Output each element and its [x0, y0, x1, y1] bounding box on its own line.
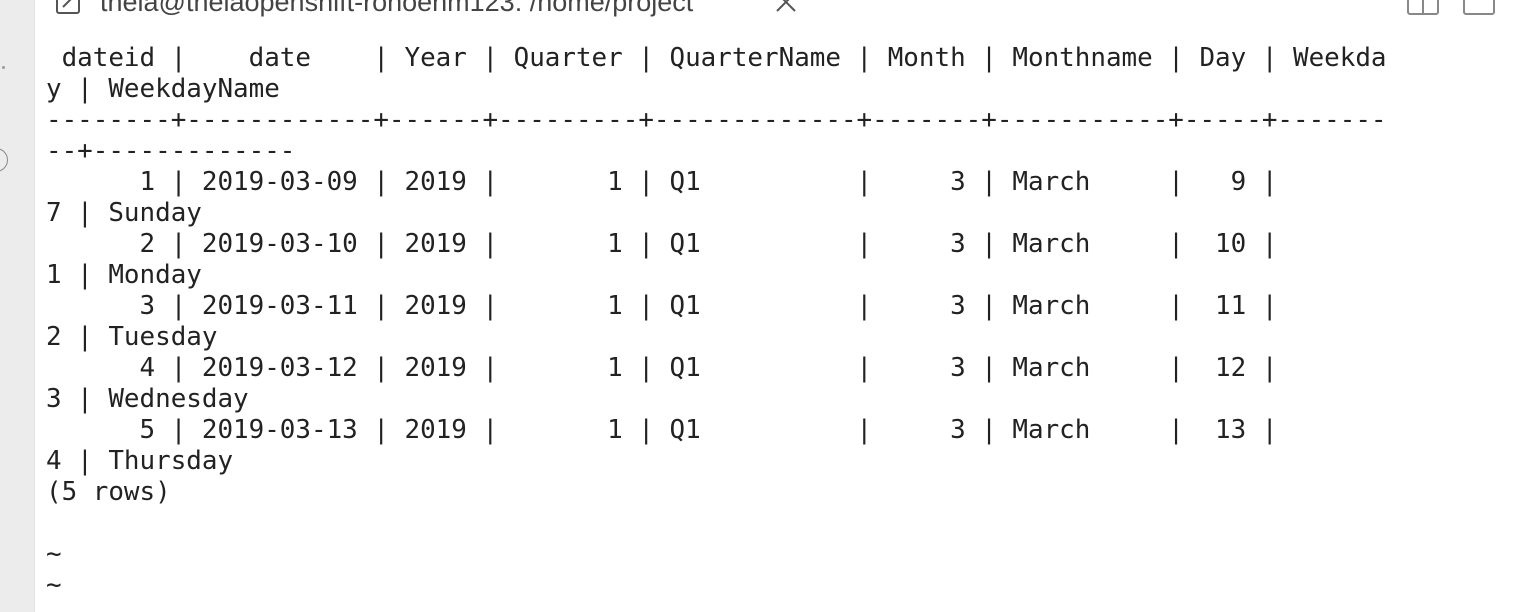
- terminal-line: 5 | 2019-03-13 | 2019 | 1 | Q1 | 3 | Mar…: [46, 415, 1278, 445]
- terminal-line: 2 | Tuesday: [46, 322, 218, 352]
- terminal-tab-title[interactable]: theia@theiaopenshift-ronoenm123: /home/p…: [100, 0, 694, 17]
- split-editor-icon[interactable]: [1406, 0, 1440, 16]
- terminal-line: y | WeekdayName: [46, 74, 280, 104]
- terminal-line: 1 | 2019-03-09 | 2019 | 1 | Q1 | 3 | Mar…: [46, 167, 1278, 197]
- terminal-line: (5 rows): [46, 477, 171, 507]
- terminal-line: dateid | date | Year | Quarter | Quarter…: [46, 43, 1387, 73]
- account-icon[interactable]: [0, 148, 8, 172]
- terminal-line: --+-------------: [46, 136, 296, 166]
- terminal-line: ~: [46, 570, 62, 600]
- terminal-output[interactable]: dateid | date | Year | Quarter | Quarter…: [46, 43, 1387, 601]
- terminal-line: 7 | Sunday: [46, 198, 202, 228]
- terminal-line: 3 | 2019-03-11 | 2019 | 1 | Q1 | 3 | Mar…: [46, 291, 1278, 321]
- terminal-icon: [54, 0, 82, 16]
- terminal-line: 4 | Thursday: [46, 446, 234, 476]
- terminal-line: 3 | Wednesday: [46, 384, 249, 414]
- close-icon[interactable]: [772, 0, 800, 16]
- gutter-marker: [2, 66, 5, 69]
- activity-bar-edge: [0, 0, 35, 612]
- maximize-icon[interactable]: [1462, 0, 1496, 16]
- terminal-line: [46, 508, 1387, 539]
- terminal-line: 4 | 2019-03-12 | 2019 | 1 | Q1 | 3 | Mar…: [46, 353, 1278, 383]
- terminal-line: --------+------------+------+---------+-…: [46, 105, 1387, 135]
- terminal-line: ~: [46, 539, 62, 569]
- terminal-line: 1 | Monday: [46, 260, 202, 290]
- terminal-tab-bar: theia@theiaopenshift-ronoenm123: /home/p…: [34, 0, 1526, 18]
- terminal-line: 2 | 2019-03-10 | 2019 | 1 | Q1 | 3 | Mar…: [46, 229, 1278, 259]
